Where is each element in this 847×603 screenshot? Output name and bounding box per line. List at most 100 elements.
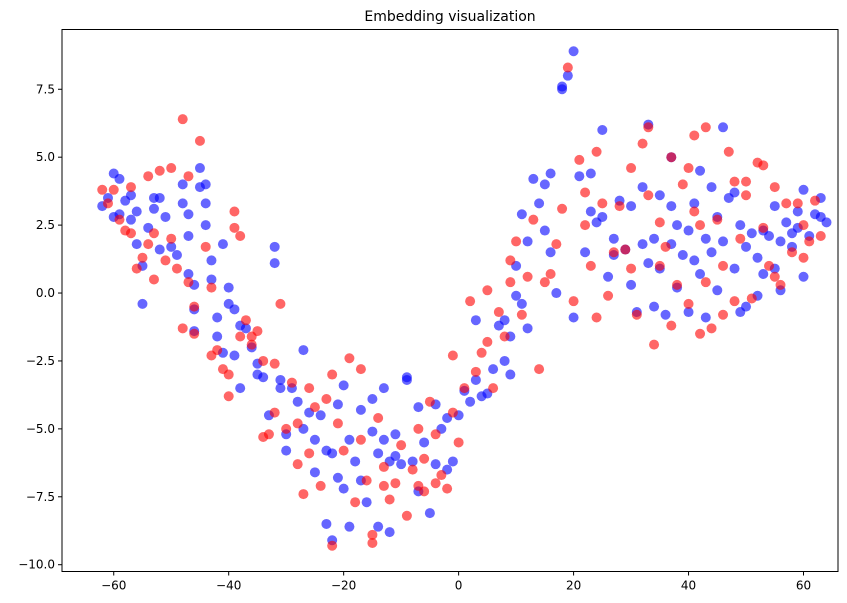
data-point xyxy=(649,233,660,244)
data-point xyxy=(557,203,568,214)
data-point xyxy=(177,114,188,125)
data-point xyxy=(493,307,504,318)
data-point xyxy=(700,312,711,323)
data-point xyxy=(683,307,694,318)
data-point xyxy=(626,163,637,174)
data-point xyxy=(160,255,171,266)
data-point xyxy=(769,271,780,282)
data-point xyxy=(131,206,142,217)
data-point xyxy=(235,331,246,342)
data-point xyxy=(700,233,711,244)
data-point xyxy=(419,486,430,497)
y-tick-label: −10.0 xyxy=(18,558,55,572)
data-point xyxy=(384,494,395,505)
data-point xyxy=(137,298,148,309)
data-point xyxy=(522,236,533,247)
data-point xyxy=(212,345,223,356)
x-tick-label: −20 xyxy=(331,579,356,593)
data-point xyxy=(810,195,821,206)
data-point xyxy=(585,206,596,217)
data-point xyxy=(419,437,430,448)
data-point xyxy=(309,402,320,413)
data-point xyxy=(390,478,401,489)
data-point xyxy=(453,437,464,448)
data-point xyxy=(499,331,510,342)
data-point xyxy=(240,315,251,326)
data-point xyxy=(212,331,223,342)
data-point xyxy=(637,239,648,250)
data-point xyxy=(137,252,148,263)
x-tick-label: 40 xyxy=(681,579,696,593)
data-point xyxy=(798,252,809,263)
data-point xyxy=(695,328,706,339)
data-point xyxy=(654,260,665,271)
x-axis: −60 −40 −20 0 20 40 60 xyxy=(101,571,811,593)
data-point xyxy=(741,176,752,187)
data-point xyxy=(539,179,550,190)
data-point xyxy=(304,383,315,394)
data-point xyxy=(545,247,556,258)
x-tick-label: −40 xyxy=(216,579,241,593)
data-point xyxy=(781,198,792,209)
data-point xyxy=(447,350,458,361)
data-point xyxy=(643,122,654,133)
data-point xyxy=(424,396,435,407)
data-point xyxy=(258,355,269,366)
data-point xyxy=(545,269,556,280)
data-point xyxy=(390,451,401,462)
data-point xyxy=(528,173,539,184)
data-point xyxy=(689,198,700,209)
data-point xyxy=(735,220,746,231)
data-point xyxy=(344,353,355,364)
data-point xyxy=(102,198,113,209)
data-point xyxy=(171,263,182,274)
data-point xyxy=(741,241,752,252)
data-point xyxy=(355,404,366,415)
data-point xyxy=(476,347,487,358)
data-point xyxy=(580,247,591,258)
data-point xyxy=(378,383,389,394)
y-tick-label: 0.0 xyxy=(36,286,55,300)
data-point xyxy=(568,46,579,57)
data-point xyxy=(361,475,372,486)
data-point xyxy=(350,456,361,467)
data-point xyxy=(470,374,481,385)
data-point xyxy=(551,239,562,250)
data-point xyxy=(246,339,257,350)
data-point xyxy=(798,184,809,195)
data-point xyxy=(327,540,338,551)
data-point xyxy=(735,233,746,244)
data-point xyxy=(637,138,648,149)
data-point xyxy=(442,483,453,494)
data-point xyxy=(327,369,338,380)
data-point xyxy=(206,274,217,285)
data-point xyxy=(758,269,769,280)
data-point xyxy=(775,279,786,290)
data-point xyxy=(275,374,286,385)
data-point xyxy=(746,228,757,239)
data-point xyxy=(269,241,280,252)
data-point xyxy=(177,198,188,209)
data-point xyxy=(700,122,711,133)
data-point xyxy=(160,211,171,222)
data-point xyxy=(200,220,211,231)
data-point xyxy=(539,225,550,236)
data-point xyxy=(505,277,516,288)
data-point xyxy=(125,182,136,193)
y-tick-label: 7.5 xyxy=(36,82,55,96)
data-point xyxy=(401,374,412,385)
data-point xyxy=(626,279,637,290)
data-point xyxy=(269,258,280,269)
data-point xyxy=(212,312,223,323)
data-point xyxy=(206,255,217,266)
data-point xyxy=(689,255,700,266)
data-point xyxy=(430,459,441,470)
data-point xyxy=(666,320,677,331)
data-point xyxy=(499,355,510,366)
data-point xyxy=(626,201,637,212)
data-point xyxy=(154,165,165,176)
data-point xyxy=(114,173,125,184)
data-point xyxy=(666,152,677,163)
data-point xyxy=(229,206,240,217)
